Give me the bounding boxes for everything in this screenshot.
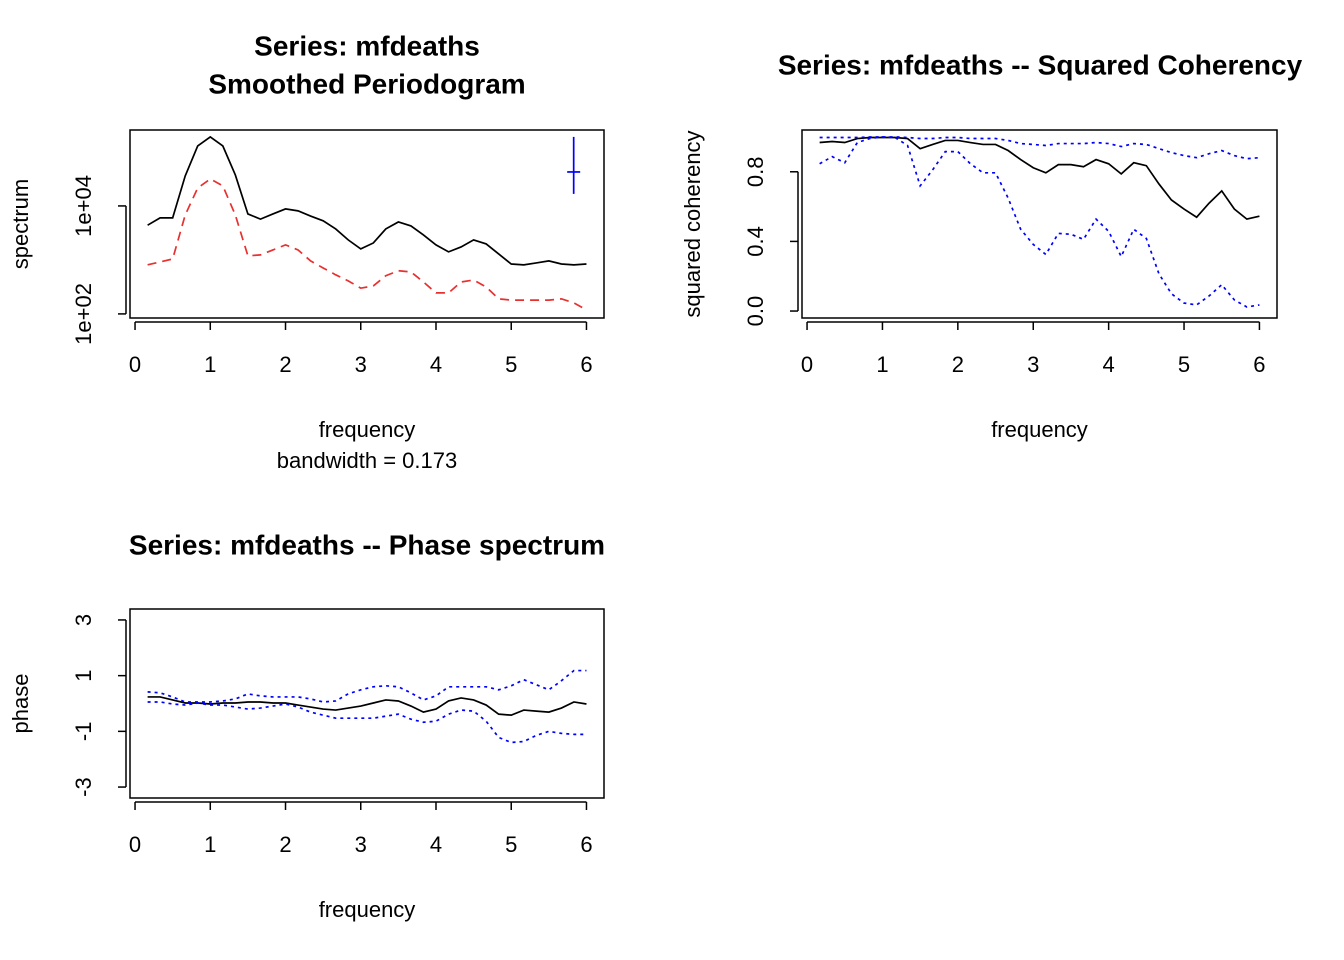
y-axis-label: spectrum bbox=[8, 179, 33, 269]
plot-frame bbox=[129, 129, 605, 319]
series-line bbox=[819, 136, 1260, 160]
x-axis-label: frequency bbox=[991, 417, 1088, 442]
series-line bbox=[147, 177, 587, 311]
plot-frame bbox=[129, 608, 605, 799]
x-tick-label: 6 bbox=[580, 832, 592, 857]
x-axis-label: frequency bbox=[319, 897, 416, 922]
series-line bbox=[147, 696, 587, 717]
caption: bandwidth = 0.173 bbox=[277, 448, 457, 473]
x-tick-label: 0 bbox=[129, 352, 141, 377]
x-tick-label: 2 bbox=[952, 352, 964, 377]
x-tick-label: 5 bbox=[1178, 352, 1190, 377]
x-tick-label: 4 bbox=[430, 832, 442, 857]
x-tick-label: 4 bbox=[430, 352, 442, 377]
chart-title: Series: mfdeaths bbox=[254, 30, 480, 61]
y-tick-label: 1 bbox=[71, 670, 96, 682]
x-tick-label: 5 bbox=[505, 832, 517, 857]
x-tick-label: 3 bbox=[355, 352, 367, 377]
x-tick-label: 2 bbox=[279, 832, 291, 857]
y-tick-label: -3 bbox=[71, 777, 96, 797]
series-line bbox=[819, 136, 1260, 308]
y-tick-label: 0.8 bbox=[743, 156, 768, 187]
series-line bbox=[147, 701, 587, 744]
y-tick-label: 1e+02 bbox=[71, 283, 96, 345]
x-tick-label: 6 bbox=[1253, 352, 1265, 377]
x-tick-label: 3 bbox=[1027, 352, 1039, 377]
y-tick-label: -1 bbox=[71, 722, 96, 742]
x-tick-label: 5 bbox=[505, 352, 517, 377]
x-tick-label: 6 bbox=[580, 352, 592, 377]
y-axis-label: phase bbox=[8, 674, 33, 734]
y-tick-label: 0.4 bbox=[743, 226, 768, 257]
x-tick-label: 0 bbox=[129, 832, 141, 857]
y-tick-label: 3 bbox=[71, 614, 96, 626]
x-tick-label: 1 bbox=[876, 352, 888, 377]
plot-frame bbox=[801, 129, 1278, 319]
x-tick-label: 1 bbox=[204, 352, 216, 377]
series-line bbox=[147, 135, 587, 266]
y-axis-label: squared coherency bbox=[680, 130, 705, 317]
series-line bbox=[819, 136, 1260, 221]
chart-title: Series: mfdeaths -- Squared Coherency bbox=[778, 49, 1303, 80]
x-axis-label: frequency bbox=[319, 417, 416, 442]
chart-title: Series: mfdeaths -- Phase spectrum bbox=[129, 529, 605, 560]
x-tick-label: 4 bbox=[1103, 352, 1115, 377]
chart-subtitle: Smoothed Periodogram bbox=[208, 68, 525, 99]
y-tick-label: 1e+04 bbox=[71, 175, 96, 237]
x-tick-label: 2 bbox=[279, 352, 291, 377]
x-tick-label: 3 bbox=[355, 832, 367, 857]
y-tick-label: 0.0 bbox=[743, 296, 768, 327]
x-tick-label: 0 bbox=[801, 352, 813, 377]
x-tick-label: 1 bbox=[204, 832, 216, 857]
series-line bbox=[147, 669, 587, 703]
